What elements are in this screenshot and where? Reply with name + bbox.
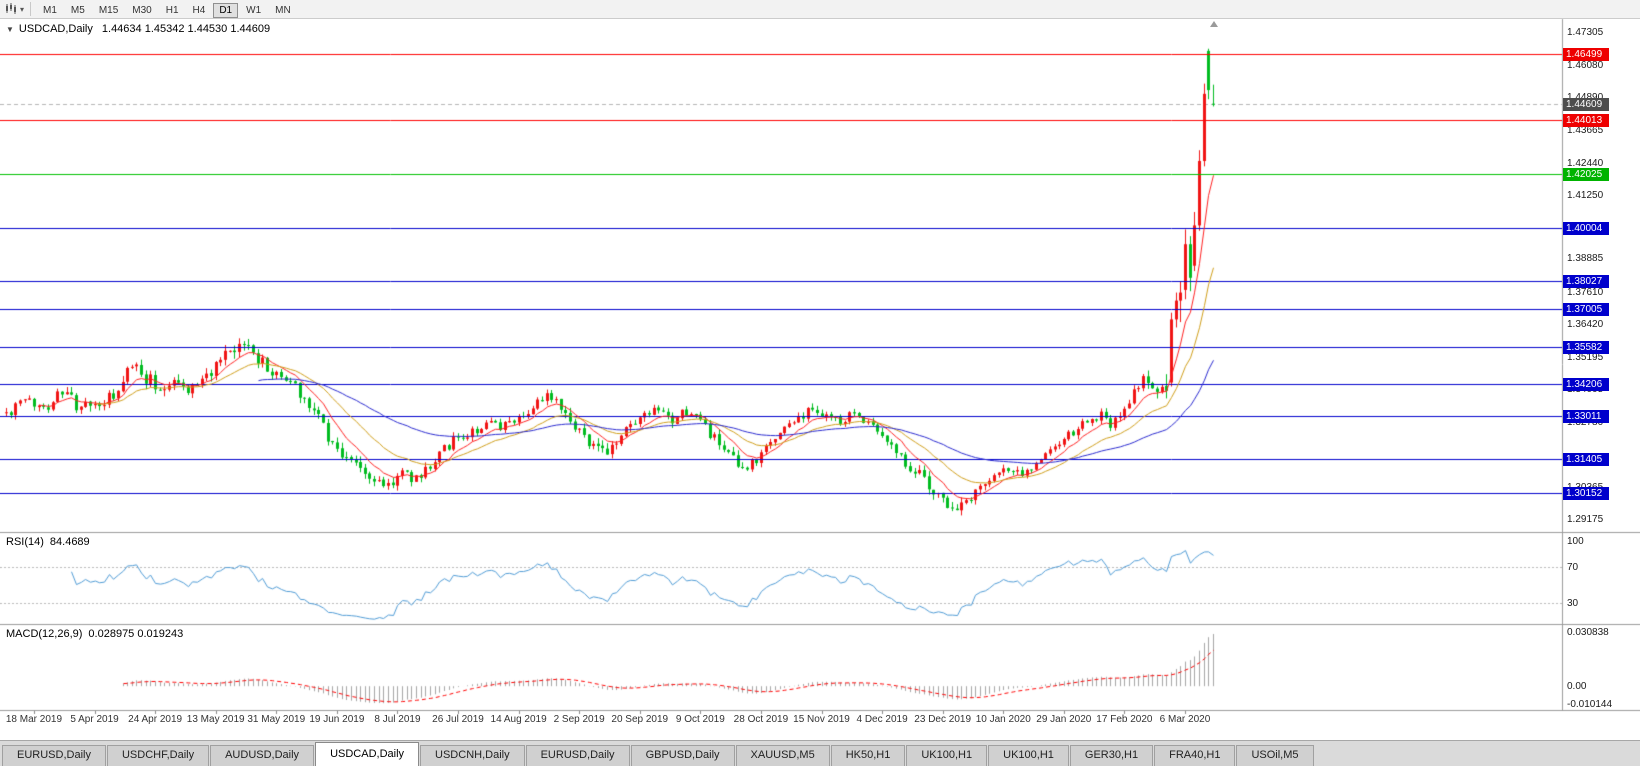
date-label: 17 Feb 2020 bbox=[1096, 714, 1153, 725]
date-label: 15 Nov 2019 bbox=[793, 714, 850, 725]
rsi-axis-label: 70 bbox=[1567, 562, 1579, 574]
tab-usdcad-daily[interactable]: USDCAD,Daily bbox=[315, 742, 420, 766]
timeframe-buttons-group: M1 M5 M15 M30 H1 H4 D1 W1 MN bbox=[37, 0, 299, 18]
date-label: 23 Dec 2019 bbox=[914, 714, 972, 725]
price-axis-tick: 1.38885 bbox=[1567, 253, 1604, 265]
price-axis-tick: 1.47305 bbox=[1567, 26, 1604, 38]
timeframe-button-w1[interactable]: W1 bbox=[240, 3, 267, 18]
price-badge-resistance-line[interactable]: 1.46499 bbox=[1563, 47, 1609, 61]
tab-usoil-m5[interactable]: USOil,M5 bbox=[1236, 745, 1314, 766]
timeframe-button-mn[interactable]: MN bbox=[269, 3, 297, 18]
timeframe-button-m1[interactable]: M1 bbox=[37, 3, 63, 18]
date-label: 29 Jan 2020 bbox=[1036, 714, 1092, 725]
chart-tabs-bar: EURUSD,Daily USDCHF,Daily AUDUSD,Daily USDC… bbox=[0, 740, 1640, 766]
date-label: 5 Apr 2019 bbox=[70, 714, 119, 725]
candlestick-chart-icon[interactable] bbox=[3, 2, 19, 16]
date-label: 8 Jul 2019 bbox=[374, 714, 421, 725]
rsi-indicator-label: RSI(14) 84.4689 bbox=[6, 536, 90, 548]
timeframe-toolbar: ▾ M1 M5 M15 M30 H1 H4 D1 W1 MN bbox=[0, 0, 1640, 19]
tab-fra40-h1[interactable]: FRA40,H1 bbox=[1154, 745, 1236, 766]
date-label: 24 Apr 2019 bbox=[128, 714, 183, 725]
date-label: 9 Oct 2019 bbox=[675, 714, 725, 725]
price-badge-resistance-line[interactable]: 1.44013 bbox=[1563, 114, 1609, 128]
price-axis-tick: 1.36420 bbox=[1567, 319, 1604, 331]
price-axis-tick: 1.41250 bbox=[1567, 189, 1604, 201]
chart-title: ▼ USDCAD,Daily 1.44634 1.45342 1.44530 1.4… bbox=[6, 23, 270, 35]
date-label: 26 Jul 2019 bbox=[432, 714, 484, 725]
date-label: 19 Jun 2019 bbox=[309, 714, 365, 725]
price-axis-tick: 1.44890 bbox=[1567, 91, 1604, 103]
date-label: 2 Sep 2019 bbox=[553, 714, 605, 725]
ohlc-values: 1.44634 1.45342 1.44530 1.44609 bbox=[101, 23, 271, 35]
macd-name: MACD(12,26,9) bbox=[6, 628, 83, 640]
tab-eurusd-daily[interactable]: EURUSD,Daily bbox=[2, 745, 106, 766]
timeframe-button-d1[interactable]: D1 bbox=[213, 3, 239, 18]
price-axis-tick: 1.37610 bbox=[1567, 287, 1604, 299]
tab-uk100-h1[interactable]: UK100,H1 bbox=[906, 745, 988, 766]
rsi-name: RSI(14) bbox=[6, 536, 44, 548]
timeframe-button-m5[interactable]: M5 bbox=[65, 3, 91, 18]
timeframe-button-m30[interactable]: M30 bbox=[126, 3, 157, 18]
price-badge-level-line[interactable]: 1.31405 bbox=[1563, 452, 1609, 466]
date-label: 14 Aug 2019 bbox=[490, 714, 547, 725]
tab-hk50-h1[interactable]: HK50,H1 bbox=[830, 745, 906, 766]
collapse-arrow-icon[interactable]: ▼ bbox=[6, 25, 14, 34]
price-badge-level-line[interactable]: 1.34206 bbox=[1563, 377, 1609, 391]
tab-gbpusd-daily[interactable]: GBPUSD,Daily bbox=[630, 745, 735, 766]
rsi-value: 84.4689 bbox=[49, 536, 90, 548]
tab-audusd-daily[interactable]: AUDUSD,Daily bbox=[210, 745, 315, 766]
price-badge-level-line[interactable]: 1.38027 bbox=[1563, 275, 1609, 289]
tab-xauusd-m5[interactable]: XAUUSD,M5 bbox=[735, 745, 830, 766]
tab-ger30-h1[interactable]: GER30,H1 bbox=[1069, 745, 1154, 766]
date-label: 13 May 2019 bbox=[186, 714, 245, 725]
price-axis-tick: 1.46080 bbox=[1567, 59, 1604, 71]
rsi-axis-label: 100 bbox=[1567, 536, 1584, 548]
price-badge-support-line[interactable]: 1.42025 bbox=[1563, 167, 1609, 181]
price-badge-level-line[interactable]: 1.40004 bbox=[1563, 221, 1609, 235]
date-label: 18 Mar 2019 bbox=[5, 714, 63, 725]
date-label: 20 Sep 2019 bbox=[611, 714, 669, 725]
date-label: 4 Dec 2019 bbox=[856, 714, 908, 725]
tab-uk100-h1[interactable]: UK100,H1 bbox=[988, 745, 1069, 766]
tab-usdchf-daily[interactable]: USDCHF,Daily bbox=[106, 745, 210, 766]
chart-shift-marker[interactable] bbox=[1210, 21, 1218, 27]
price-badge-level-line[interactable]: 1.33011 bbox=[1563, 409, 1609, 423]
date-label: 6 Mar 2020 bbox=[1159, 714, 1211, 725]
tab-usdcnh-daily[interactable]: USDCNH,Daily bbox=[420, 745, 525, 766]
macd-axis-label: -0.010144 bbox=[1567, 699, 1613, 710]
date-label: 28 Oct 2019 bbox=[733, 714, 789, 725]
macd-indicator-label: MACD(12,26,9) 0.028975 0.019243 bbox=[6, 628, 183, 640]
date-label: 10 Jan 2020 bbox=[975, 714, 1031, 725]
macd-axis-label: 0.00 bbox=[1567, 681, 1587, 693]
price-axis-tick: 1.29175 bbox=[1567, 513, 1604, 525]
rsi-axis-label: 30 bbox=[1567, 597, 1579, 609]
timeframe-button-h4[interactable]: H4 bbox=[187, 3, 212, 18]
macd-axis-label: 0.030838 bbox=[1567, 627, 1609, 638]
price-axis-tick: 1.42440 bbox=[1567, 157, 1604, 169]
price-badge-level-line[interactable]: 1.35582 bbox=[1563, 340, 1609, 354]
timeframe-button-h1[interactable]: H1 bbox=[160, 3, 185, 18]
date-label: 31 May 2019 bbox=[247, 714, 306, 725]
price-badge-bid-price: 1.44609 bbox=[1563, 98, 1609, 112]
timeframe-button-m15[interactable]: M15 bbox=[93, 3, 124, 18]
price-axis-tick: 1.43665 bbox=[1567, 124, 1604, 136]
symbol-period-label: USDCAD,Daily bbox=[18, 23, 93, 35]
toolbar-separator bbox=[30, 2, 32, 16]
price-badge-level-line[interactable]: 1.37005 bbox=[1563, 302, 1609, 316]
tab-eurusd-daily[interactable]: EURUSD,Daily bbox=[525, 745, 630, 766]
price-axis-tick: 1.35195 bbox=[1567, 352, 1604, 364]
chart-type-dropdown-caret-icon[interactable]: ▾ bbox=[20, 4, 25, 14]
macd-values: 0.028975 0.019243 bbox=[88, 628, 184, 640]
price-badge-level-line[interactable]: 1.30152 bbox=[1563, 486, 1609, 500]
